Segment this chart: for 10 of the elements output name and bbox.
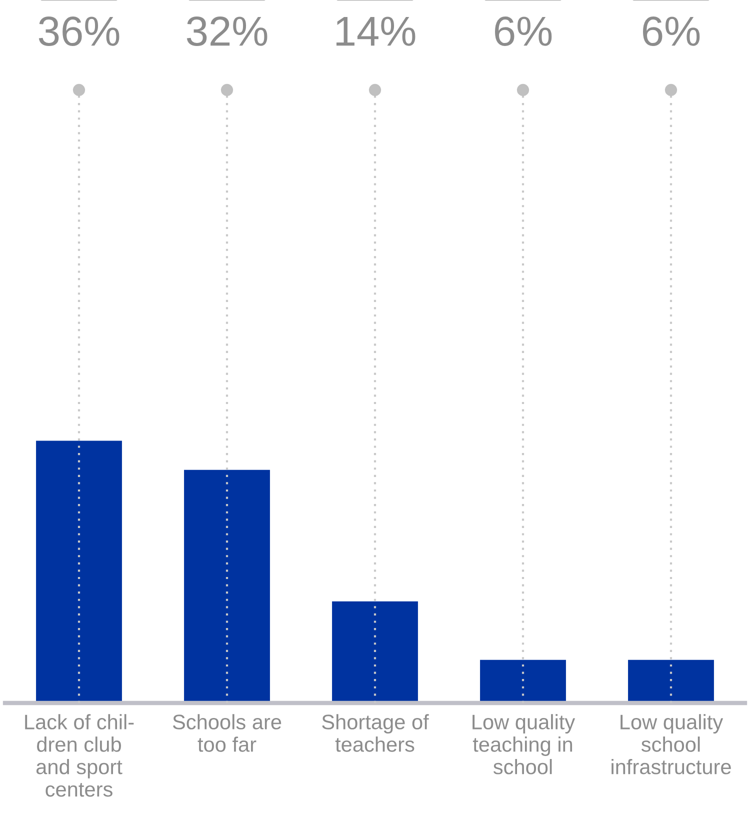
data-label: 6%	[643, 16, 700, 46]
data-label: 6%	[495, 16, 552, 46]
x-tick-label: Low quality teaching in school	[472, 714, 576, 774]
x-tick-label: Schools are too far	[172, 714, 282, 752]
data-label: 36%	[38, 16, 120, 46]
x-tick-label: Lack of chil- dren club and sport centers	[25, 714, 134, 797]
data-label: 32%	[186, 16, 268, 46]
data-label: 14%	[336, 16, 416, 46]
x-tick-label: Low quality school infrastructure	[612, 714, 731, 774]
x-tick-label: Shortage of teachers	[322, 714, 429, 752]
